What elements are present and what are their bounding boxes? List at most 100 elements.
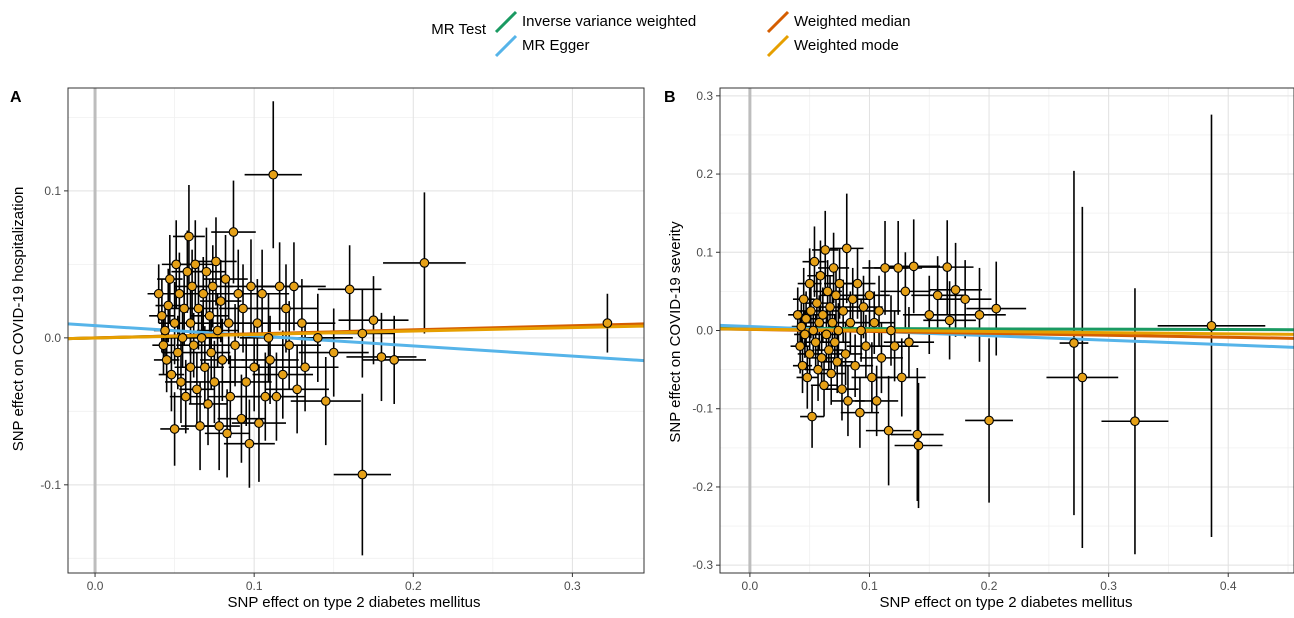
panel-b-point: [817, 310, 828, 320]
panel-b-point: [804, 349, 815, 359]
panel-a-point: [169, 318, 180, 329]
panel-b-tag: B: [664, 89, 676, 106]
panel-a-point: [203, 399, 213, 409]
legend: MR Test Inverse variance weighted MR Egge…: [431, 10, 910, 58]
panel-b-point: [944, 315, 955, 326]
panel-b-point: [808, 325, 819, 336]
panel-b-point: [991, 303, 1002, 314]
legend-key-1: [494, 34, 518, 58]
panel-a-point: [199, 362, 210, 373]
panel-b-point: [806, 306, 816, 316]
panel-b-plot-area: 0.0 0.1 0.2 0.3 0.4 -0.3 -0.2 -0.1 0.0 0.1 0.2 0.3: [692, 87, 1294, 593]
panel-a-point: [171, 259, 182, 270]
panel-b-point: [825, 302, 835, 312]
panel-b-point: [812, 298, 822, 308]
panel-b-point: [871, 396, 882, 406]
panel-a-point: [185, 362, 196, 373]
panel-a-point: [206, 347, 217, 358]
panel-a-point: [169, 424, 180, 434]
panel-b-point: [810, 337, 821, 348]
panel-b-point: [861, 341, 871, 351]
panel-b: B 0.0 0.1 0.2 0.3 0.4-0.3-0.2-0.10.00.10.20.…: [664, 87, 1294, 611]
panel-a-point: [284, 340, 295, 351]
panel-a-point: [244, 438, 255, 449]
panel-a-point: [389, 355, 400, 365]
legend-key-3: [766, 34, 790, 58]
panel-a-point: [163, 300, 174, 311]
panel-b-point: [984, 415, 994, 426]
panel-a-point: [602, 318, 613, 329]
panel-b-point: [816, 353, 827, 363]
panel-a-point: [177, 332, 188, 343]
panel-b-y-tick-label: 0.1: [696, 245, 713, 259]
panel-b-point: [867, 372, 877, 383]
legend-label-2: Weighted median: [794, 13, 910, 30]
panel-b-point: [886, 325, 896, 336]
panel-a-point: [254, 418, 264, 428]
panel-b-point: [831, 290, 841, 301]
panel-b-point: [837, 384, 847, 395]
legend-label-0: Inverse variance weighted: [522, 13, 696, 30]
panel-b-point: [880, 263, 890, 273]
panel-a-point: [263, 332, 274, 343]
panel-b-data: [720, 114, 1294, 555]
legend-key-0: [494, 10, 518, 34]
panel-b-x-axis-title: SNP effect on type 2 diabetes mellitus: [880, 594, 1133, 611]
panel-b-point: [827, 317, 838, 328]
panel-b-point: [801, 313, 811, 324]
panel-b-point: [820, 245, 831, 255]
panel-a-point: [277, 369, 288, 380]
panel-b-x-tick-label: 0.3: [1100, 579, 1117, 593]
panel-b-point: [864, 290, 875, 301]
panel-a-point: [187, 281, 197, 292]
panel-b-point: [819, 380, 829, 391]
panel-a-point: [292, 384, 302, 395]
panel-a-point: [190, 259, 201, 270]
panel-a-x-tick-label: 0.3: [564, 579, 581, 593]
panel-b-y-axis-title: SNP effect on COVID-19 severity: [667, 221, 684, 443]
panel-b-y-tick-label: -0.3: [692, 558, 713, 572]
panel-b-point: [840, 349, 851, 359]
panel-a-point: [158, 340, 169, 351]
panel-b-y-tick-label: -0.1: [692, 402, 713, 416]
panel-b-point: [932, 290, 943, 301]
panel-a-point: [215, 296, 226, 306]
legend-title: MR Test: [431, 21, 487, 38]
panel-a-point: [249, 362, 260, 373]
panel-a-point: [193, 303, 204, 314]
panel-a-point: [246, 281, 256, 292]
panel-b-point: [834, 278, 845, 289]
panel-a-point: [157, 310, 167, 321]
panel-a-x-tick-label: 0.2: [405, 579, 422, 593]
panel-a-regression-line-3: [68, 324, 644, 341]
panel-b-point: [845, 317, 856, 328]
legend-items: Inverse variance weighted MR Egger Weighte…: [494, 10, 910, 58]
panel-a-point: [196, 332, 207, 343]
panel-b-point: [1206, 320, 1217, 331]
panel-a-point: [214, 421, 225, 431]
panel-a-point: [320, 396, 331, 406]
panel-a-point: [281, 303, 291, 314]
panel-a-x-tick-label: 0.0: [87, 579, 104, 593]
panel-b-point: [847, 294, 858, 305]
panel-b-point: [913, 440, 924, 451]
panel-b-x-tick-label: 0.2: [981, 579, 998, 593]
panel-a-point: [257, 288, 267, 299]
panel-a-data: [68, 101, 644, 556]
panel-a: A 0.0 0.1 0.2 0.3 -0.1 0.0 0.1 SNP effect on t…: [10, 87, 645, 611]
panel-a-point: [252, 318, 263, 329]
panel-a-point: [212, 325, 223, 336]
panel-b-point: [828, 263, 839, 273]
panel-b-y-tick-label: -0.2: [692, 480, 713, 494]
panel-b-point: [950, 284, 961, 295]
panel-b-point: [912, 429, 923, 440]
panel-a-point: [182, 266, 193, 277]
panel-a-y-tick-label: 0.1: [44, 184, 61, 198]
panel-a-point: [192, 384, 202, 395]
panel-a-border: [67, 87, 645, 574]
panel-b-point: [869, 317, 880, 328]
panel-a-point: [419, 258, 430, 268]
legend-label-1: MR Egger: [522, 37, 590, 54]
panel-a-point: [274, 281, 285, 292]
